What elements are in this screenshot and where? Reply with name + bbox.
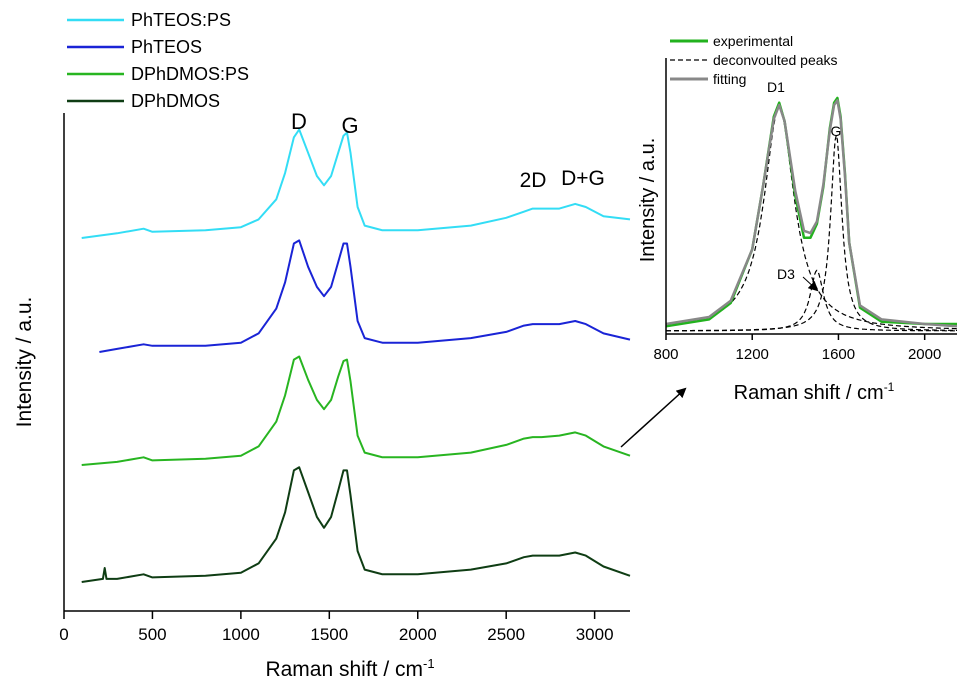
inset-d3-pointer bbox=[802, 276, 819, 292]
main-y-axis-label: Intensity / a.u. bbox=[13, 297, 36, 428]
inset-series-experimental bbox=[665, 96, 957, 328]
inset-legend-label: fitting bbox=[713, 71, 746, 87]
inset-y-axis-label: Intensity / a.u. bbox=[637, 138, 659, 263]
inset-x-tick-label: 1600 bbox=[822, 346, 855, 363]
main-x-tick-label: 1500 bbox=[310, 625, 348, 644]
inset-legend: experimental deconvoulted peaks fitting bbox=[670, 33, 838, 87]
inset-x-ticks: 800 1200 1600 2000 bbox=[653, 334, 941, 363]
inset-legend-label: experimental bbox=[713, 33, 793, 49]
main-x-axis-label: Raman shift / cm-1 bbox=[265, 656, 434, 681]
series-line-2 bbox=[99, 239, 631, 353]
inset-legend-label: deconvoulted peaks bbox=[713, 52, 838, 68]
series-line-4 bbox=[81, 466, 631, 583]
connector-arrow bbox=[620, 387, 687, 448]
series-line-1 bbox=[81, 128, 631, 239]
inset-x-tick-label: 800 bbox=[653, 346, 678, 363]
inset-annotation-d3: D3 bbox=[777, 266, 795, 282]
inset-series-fitting bbox=[665, 99, 957, 328]
main-plot-area bbox=[81, 128, 631, 583]
annotation-g: G bbox=[341, 113, 358, 138]
main-x-ticks: 0 500 1000 1500 2000 2500 3000 bbox=[59, 611, 614, 644]
main-x-tick-label: 0 bbox=[59, 625, 68, 644]
annotation-d: D bbox=[291, 109, 307, 134]
main-x-tick-label: 2500 bbox=[487, 625, 525, 644]
inset-chart: 800 1200 1600 2000 Raman shift / cm-1 Inten… bbox=[637, 33, 957, 404]
main-x-tick-label: 2000 bbox=[399, 625, 437, 644]
inset-annotation-d1: D1 bbox=[767, 79, 785, 95]
main-x-tick-label: 3000 bbox=[576, 625, 614, 644]
main-chart: 0 500 1000 1500 2000 2500 3000 Raman shift / c… bbox=[13, 10, 631, 681]
inset-x-axis-label: Raman shift / cm-1 bbox=[734, 380, 895, 404]
legend-label: PhTEOS bbox=[131, 37, 202, 57]
main-legend: PhTEOS:PS PhTEOS DPhDMOS:PS DPhDMOS bbox=[67, 10, 249, 111]
inset-x-tick-label: 1200 bbox=[736, 346, 769, 363]
legend-label: DPhDMOS bbox=[131, 91, 220, 111]
annotation-d-plus-g: D+G bbox=[561, 167, 605, 190]
annotation-2d: 2D bbox=[520, 169, 547, 192]
deconvoluted-peak-D1 bbox=[665, 106, 957, 330]
main-x-tick-label: 500 bbox=[138, 625, 166, 644]
main-x-tick-label: 1000 bbox=[222, 625, 260, 644]
legend-label: PhTEOS:PS bbox=[131, 10, 231, 30]
inset-plot-area bbox=[665, 96, 957, 332]
legend-label: DPhDMOS:PS bbox=[131, 64, 249, 84]
series-line-3 bbox=[81, 355, 631, 466]
inset-annotation-g: G bbox=[831, 123, 842, 139]
inset-x-tick-label: 2000 bbox=[908, 346, 941, 363]
